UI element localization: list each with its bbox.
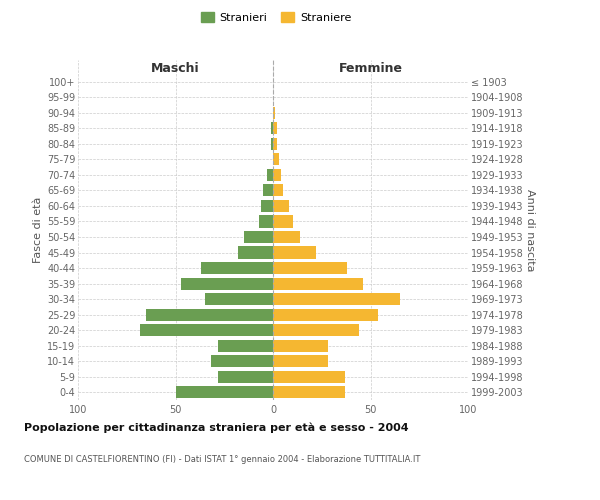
Bar <box>146 308 273 320</box>
Bar <box>259 216 273 228</box>
Bar <box>140 324 273 336</box>
Legend: Stranieri, Straniere: Stranieri, Straniere <box>196 8 356 28</box>
Bar <box>271 122 273 134</box>
Bar <box>273 293 400 305</box>
Bar <box>273 386 345 398</box>
Bar <box>205 293 273 305</box>
Bar <box>273 340 328 351</box>
Bar <box>273 154 279 166</box>
Bar <box>262 200 273 212</box>
Bar <box>218 370 273 383</box>
Bar <box>273 246 316 258</box>
Bar <box>273 370 345 383</box>
Bar <box>273 216 293 228</box>
Bar <box>273 308 379 320</box>
Text: COMUNE DI CASTELFIORENTINO (FI) - Dati ISTAT 1° gennaio 2004 - Elaborazione TUTT: COMUNE DI CASTELFIORENTINO (FI) - Dati I… <box>24 455 421 464</box>
Bar <box>244 231 273 243</box>
Bar <box>273 200 289 212</box>
Bar <box>273 138 277 150</box>
Bar <box>176 386 273 398</box>
Bar <box>273 122 277 134</box>
Bar <box>218 340 273 351</box>
Bar <box>273 169 281 181</box>
Y-axis label: Fasce di età: Fasce di età <box>32 197 43 263</box>
Text: Femmine: Femmine <box>338 62 403 76</box>
Y-axis label: Anni di nascita: Anni di nascita <box>524 188 535 271</box>
Bar <box>273 184 283 196</box>
Text: Popolazione per cittadinanza straniera per età e sesso - 2004: Popolazione per cittadinanza straniera p… <box>24 422 409 433</box>
Bar <box>201 262 273 274</box>
Bar <box>273 324 359 336</box>
Bar <box>263 184 273 196</box>
Text: Maschi: Maschi <box>151 62 200 76</box>
Bar <box>273 262 347 274</box>
Bar <box>267 169 273 181</box>
Bar <box>181 278 273 289</box>
Bar <box>273 106 275 119</box>
Bar <box>271 138 273 150</box>
Bar <box>238 246 273 258</box>
Bar <box>273 231 301 243</box>
Bar <box>273 355 328 367</box>
Bar <box>211 355 273 367</box>
Bar <box>273 278 362 289</box>
